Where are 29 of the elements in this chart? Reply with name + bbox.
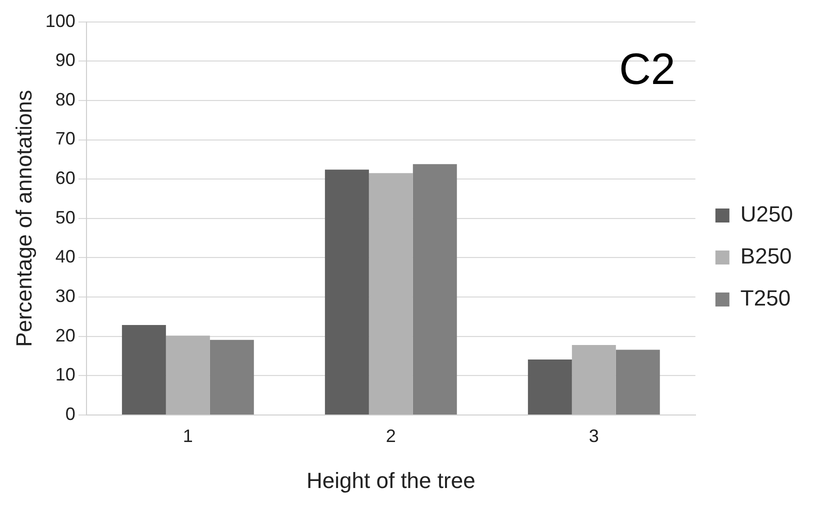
bar	[122, 324, 166, 414]
bar	[368, 173, 413, 414]
bar	[210, 340, 254, 414]
annotation: C2	[619, 44, 676, 94]
y-axis-title: Percentage of annotations	[11, 90, 36, 347]
bar	[572, 345, 616, 414]
y-tick-label: 80	[55, 89, 76, 110]
y-tick-label: 40	[55, 246, 76, 267]
y-tick-label: 100	[45, 10, 76, 31]
y-tick-label: 10	[55, 364, 76, 385]
x-axis-title: Height of the tree	[306, 468, 476, 493]
legend-label: B250	[740, 244, 792, 269]
legend-label: U250	[740, 202, 793, 227]
y-tick-label: 50	[55, 207, 76, 228]
bar	[412, 164, 457, 414]
x-tick-label: 1	[182, 426, 193, 446]
x-tick-label: 2	[386, 426, 396, 446]
bar	[166, 336, 210, 414]
y-tick-label: 90	[55, 50, 76, 70]
bar	[324, 170, 369, 414]
bar	[528, 360, 572, 414]
legend-label: T250	[740, 286, 791, 311]
y-tick-label: 70	[55, 128, 76, 149]
y-tick-label: 0	[65, 404, 76, 424]
x-tick-label: 3	[588, 426, 599, 446]
y-tick-label: 60	[55, 168, 76, 188]
bar	[616, 350, 660, 414]
y-tick-label: 20	[55, 325, 76, 346]
y-tick-label: 30	[55, 286, 76, 306]
